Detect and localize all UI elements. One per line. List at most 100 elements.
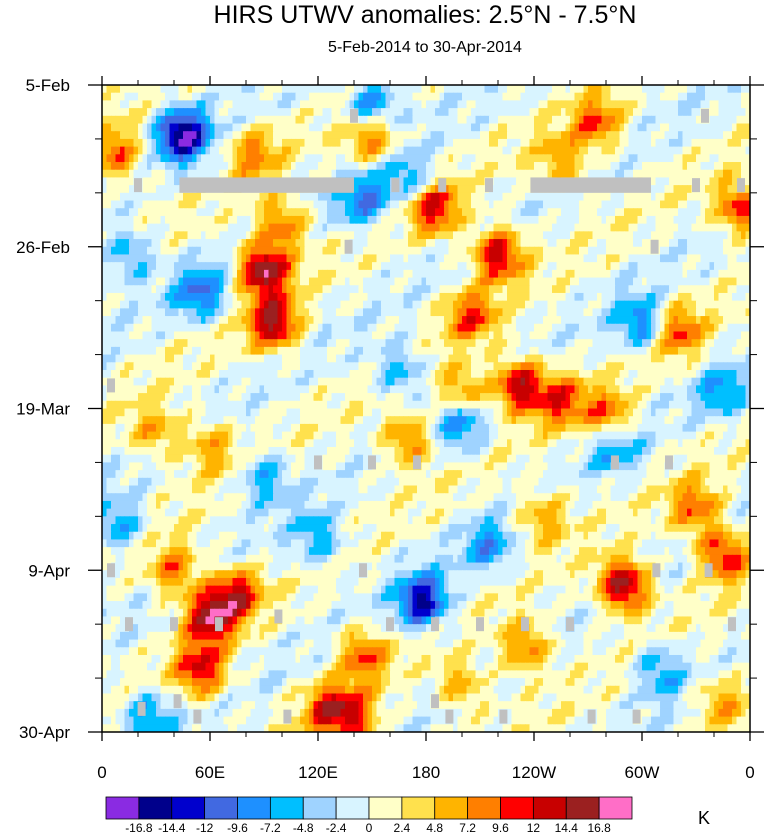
heat-cell: [727, 131, 733, 140]
heat-cell: [151, 262, 157, 271]
heat-cell: [669, 146, 675, 155]
heat-cell: [187, 154, 193, 163]
heat-cell: [196, 316, 202, 325]
heat-cell: [187, 169, 193, 179]
heat-cell: [295, 108, 301, 117]
heat-cell: [678, 115, 684, 125]
heat-cell: [520, 154, 526, 163]
heat-cell: [651, 154, 657, 163]
heat-cell: [651, 308, 657, 317]
heat-cell: [403, 331, 409, 340]
heat-cell: [507, 254, 513, 263]
heat-cell: [295, 85, 301, 94]
heat-cell: [480, 269, 486, 279]
heat-cell: [633, 100, 639, 109]
heat-cell: [264, 346, 270, 356]
heat-cell: [507, 262, 513, 271]
heat-cell: [331, 292, 337, 302]
heat-cell: [471, 308, 477, 317]
heat-cell: [507, 300, 513, 309]
heat-cell: [138, 231, 144, 240]
heat-cell: [511, 85, 517, 94]
heat-cell: [673, 339, 679, 348]
heat-cell: [124, 192, 130, 202]
heat-cell: [156, 131, 162, 140]
heat-cell: [448, 285, 454, 294]
heat-cell: [628, 239, 634, 248]
heat-cell: [349, 285, 355, 294]
heat-cell: [651, 131, 657, 140]
heat-cell: [147, 123, 153, 132]
heat-cell: [682, 192, 688, 202]
heat-cell: [286, 239, 292, 248]
heat-cell: [660, 323, 666, 333]
heat-cell: [597, 215, 603, 225]
heat-cell: [723, 162, 729, 171]
heat-cell: [223, 200, 229, 209]
heat-cell: [394, 123, 400, 132]
heat-cell: [588, 331, 594, 340]
heat-cell: [327, 192, 333, 202]
heat-cell: [606, 223, 612, 232]
heat-cell: [246, 292, 252, 302]
heat-cell: [606, 162, 612, 171]
heat-cell: [214, 308, 220, 317]
heat-cell: [376, 146, 382, 155]
heat-cell: [237, 246, 243, 256]
heat-cell: [736, 138, 742, 148]
heat-cell: [295, 339, 301, 348]
heat-cell: [610, 146, 616, 155]
heat-cell: [358, 254, 364, 263]
heat-cell: [304, 162, 310, 171]
heat-cell: [354, 138, 360, 148]
heat-cell: [601, 269, 607, 279]
heat-cell: [277, 85, 283, 94]
heat-cell: [165, 100, 171, 109]
heat-cell: [457, 185, 463, 194]
heat-cell: [336, 169, 342, 179]
heat-cell: [651, 262, 657, 271]
heat-cell: [385, 331, 391, 340]
heat-cell: [205, 239, 211, 248]
heat-cell: [624, 146, 630, 155]
heat-cell: [124, 262, 130, 271]
heat-cell: [556, 300, 562, 309]
heat-cell: [354, 208, 360, 217]
heat-cell: [709, 108, 715, 117]
heat-cell: [147, 177, 153, 186]
heat-cell: [304, 277, 310, 286]
heat-cell: [106, 285, 112, 294]
heat-cell: [385, 146, 391, 155]
heat-cell: [669, 185, 675, 194]
heat-cell: [120, 269, 126, 279]
heat-cell: [547, 308, 553, 317]
heat-cell: [502, 100, 508, 109]
heat-cell: [124, 331, 130, 340]
heat-cell: [421, 254, 427, 263]
heat-cell: [376, 285, 382, 294]
heat-cell: [165, 231, 171, 240]
heat-cell: [507, 108, 513, 117]
heat-cell: [295, 169, 301, 179]
heat-cell: [673, 239, 679, 248]
heat-cell: [502, 308, 508, 317]
heat-cell: [507, 231, 513, 240]
heat-cell: [241, 339, 247, 348]
heat-cell: [619, 169, 625, 179]
heat-cell: [457, 223, 463, 232]
heat-cell: [232, 200, 238, 209]
heat-cell: [664, 200, 670, 209]
heat-cell: [606, 269, 612, 279]
heat-cell: [115, 215, 121, 225]
heat-cell: [286, 277, 292, 286]
heat-cell: [462, 154, 468, 163]
heat-cell: [300, 323, 306, 333]
heat-cell: [678, 331, 684, 340]
heat-cell: [264, 123, 270, 132]
heat-cell: [390, 138, 396, 148]
heat-cell: [664, 138, 670, 148]
heat-cell: [484, 331, 490, 340]
heat-cell: [142, 254, 148, 263]
heat-cell: [669, 239, 675, 248]
heat-cell: [385, 239, 391, 248]
